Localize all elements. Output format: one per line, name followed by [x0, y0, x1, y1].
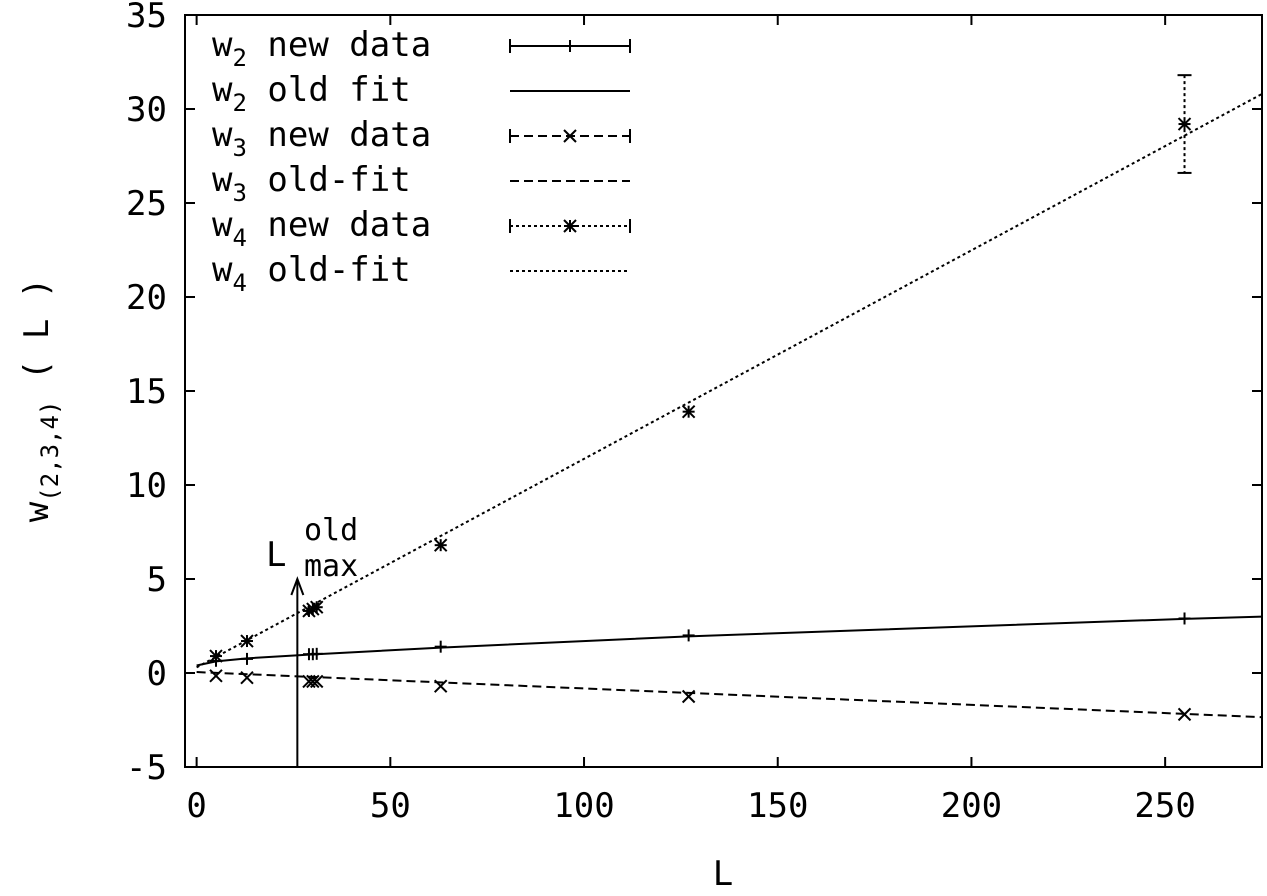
series-w2-old-fit: [196, 615, 1263, 667]
series-w3-old-fit: [196, 671, 1263, 719]
y-tick-label: -5: [126, 748, 167, 788]
legend-entry: w3 old-fit: [212, 160, 630, 207]
legend-entry: w4 old-fit: [212, 250, 630, 297]
legend-entry: w3 new data: [212, 115, 631, 162]
legend-label: w4 new data: [212, 205, 431, 252]
x-tick-label: 50: [370, 786, 411, 826]
legend-marker: [563, 129, 577, 143]
x-tick-label: 150: [747, 786, 808, 826]
fit-line: [196, 615, 1263, 667]
data-point: [209, 649, 223, 663]
legend-marker: [563, 219, 577, 233]
legend-label: w2 new data: [212, 25, 431, 72]
x-tick-label: 250: [1134, 786, 1195, 826]
annotation-layer: Lold max: [266, 513, 358, 767]
ticks: 0 50 100 150 200 250 -5 0 5 10 15 20 25 30 35: [126, 0, 1262, 826]
arrow-head: [290, 576, 305, 596]
legend-label: w4 old-fit: [212, 250, 411, 297]
y-tick-label: 10: [126, 466, 167, 506]
y-tick-label: 30: [126, 90, 167, 130]
x-tick-label: 100: [553, 786, 614, 826]
series-w3-new-data: [209, 669, 1192, 722]
legend-entry: w4 new data: [212, 205, 631, 252]
annotation-label: Lold max: [266, 513, 358, 584]
series-w2-new-data: [209, 612, 1191, 667]
y-axis-label: w(2,3,4) ( L ): [17, 278, 64, 522]
fit-line: [196, 93, 1263, 669]
y-tick-label: 25: [126, 184, 167, 224]
series-w4-new-data: [209, 74, 1192, 663]
data-point: [681, 404, 696, 419]
legend-entry: w2 new data: [212, 25, 631, 72]
y-tick-label: 20: [126, 278, 167, 318]
series-w4-old-fit: [196, 93, 1263, 669]
data-point: [433, 538, 448, 552]
y-tick-label: 15: [126, 372, 167, 412]
fit-line: [196, 671, 1263, 719]
legend-label: w3 old-fit: [212, 160, 411, 207]
data-point: [310, 600, 324, 614]
legend-entry: w2 old fit: [212, 70, 630, 117]
y-tick-label: 5: [147, 560, 167, 600]
series-layer: [196, 74, 1263, 722]
x-tick-label: 0: [186, 786, 206, 826]
legend-label: w3 new data: [212, 115, 431, 162]
data-point: [1177, 117, 1192, 131]
data-point: [209, 669, 223, 683]
y-tick-label: 35: [126, 0, 167, 36]
legend-label: w2 old fit: [212, 70, 411, 117]
x-tick-label: 200: [941, 786, 1002, 826]
y-tick-label: 0: [147, 654, 167, 694]
x-axis-label: L: [713, 854, 733, 894]
legend-marker: [564, 40, 576, 52]
